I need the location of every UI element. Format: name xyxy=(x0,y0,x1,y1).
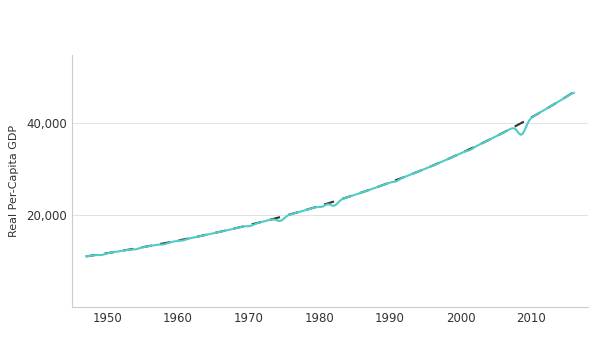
Text: PER CAPITA GDP AND LONG-RUN TREND: PER CAPITA GDP AND LONG-RUN TREND xyxy=(9,18,308,31)
Y-axis label: Real Per-Capita GDP: Real Per-Capita GDP xyxy=(10,125,19,237)
